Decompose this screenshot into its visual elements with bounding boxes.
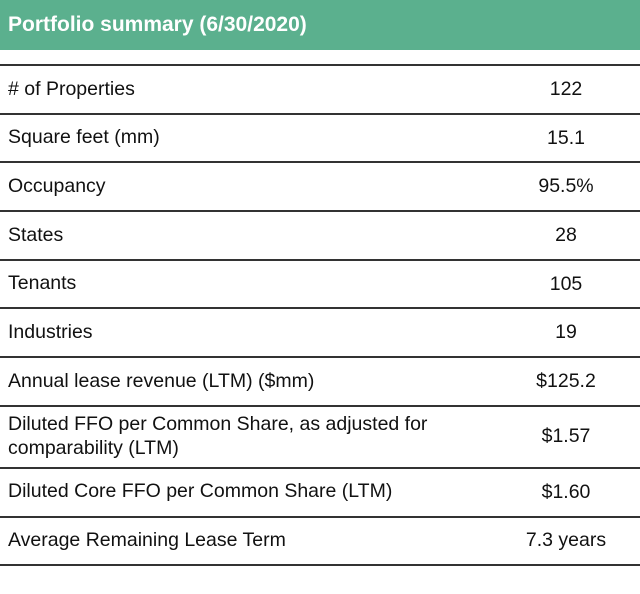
row-value: 105 (549, 272, 583, 295)
row-value: 7.3 years (525, 529, 607, 552)
row-value: 19 (555, 321, 577, 344)
table-row: Average Remaining Lease Term 7.3 years (0, 518, 640, 567)
table-row: Diluted FFO per Common Share, as adjuste… (0, 407, 640, 469)
table-row: Square feet (mm) 15.1 (0, 115, 640, 164)
table-row: # of Properties 122 (0, 66, 640, 115)
row-label: Industries (8, 321, 93, 344)
row-label: # of Properties (8, 77, 135, 100)
table-row: Annual lease revenue (LTM) ($mm) $125.2 (0, 358, 640, 407)
portfolio-summary-table: # of Properties 122 Square feet (mm) 15.… (0, 64, 640, 567)
row-value: 95.5% (538, 175, 594, 198)
table-row: Industries 19 (0, 309, 640, 359)
row-label: Occupancy (8, 175, 106, 198)
row-value: 122 (549, 77, 583, 100)
row-label: Diluted Core FFO per Common Share (LTM) (8, 480, 393, 503)
row-label: Tenants (8, 272, 77, 295)
row-label: States (8, 223, 64, 246)
table-row: Diluted Core FFO per Common Share (LTM) … (0, 469, 640, 518)
table-row: States 28 (0, 212, 640, 261)
table-row: Occupancy 95.5% (0, 163, 640, 213)
row-value: $1.60 (541, 480, 591, 503)
portfolio-summary-header: Portfolio summary (6/30/2020) (0, 0, 640, 50)
row-value: $125.2 (536, 369, 596, 392)
table-row: Tenants 105 (0, 261, 640, 310)
row-label: Diluted FFO per Common Share, as adjuste… (8, 413, 428, 459)
row-label: Annual lease revenue (LTM) ($mm) (8, 369, 315, 392)
row-label: Square feet (mm) (8, 126, 160, 149)
header-title: Portfolio summary (6/30/2020) (8, 13, 307, 36)
row-value: 15.1 (547, 126, 585, 149)
row-value: $1.57 (541, 425, 591, 448)
row-value: 28 (555, 223, 577, 246)
row-label: Average Remaining Lease Term (8, 529, 286, 552)
